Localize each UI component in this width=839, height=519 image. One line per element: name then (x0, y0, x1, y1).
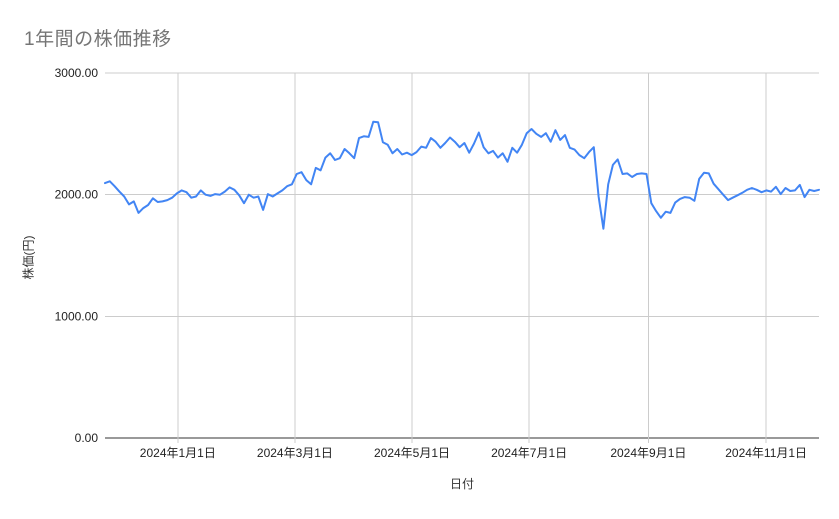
x-tick-label: 2024年11月1日 (725, 446, 807, 460)
price-line-series (104, 120, 820, 230)
x-tick-label: 2024年5月1日 (374, 446, 450, 460)
y-tick-label: 2000.00 (55, 188, 99, 202)
y-tick-label: 3000.00 (55, 66, 99, 80)
y-tick-label: 1000.00 (55, 309, 99, 323)
x-tick-label: 2024年9月1日 (610, 446, 686, 460)
x-axis-title: 日付 (449, 477, 474, 491)
y-tick-label: 0.00 (75, 431, 99, 445)
x-tick-label: 2024年7月1日 (491, 446, 567, 460)
chart-title: 1年間の株価推移 (24, 29, 172, 50)
x-tick-label: 2024年3月1日 (257, 446, 333, 460)
x-tick-label: 2024年1月1日 (140, 446, 216, 460)
